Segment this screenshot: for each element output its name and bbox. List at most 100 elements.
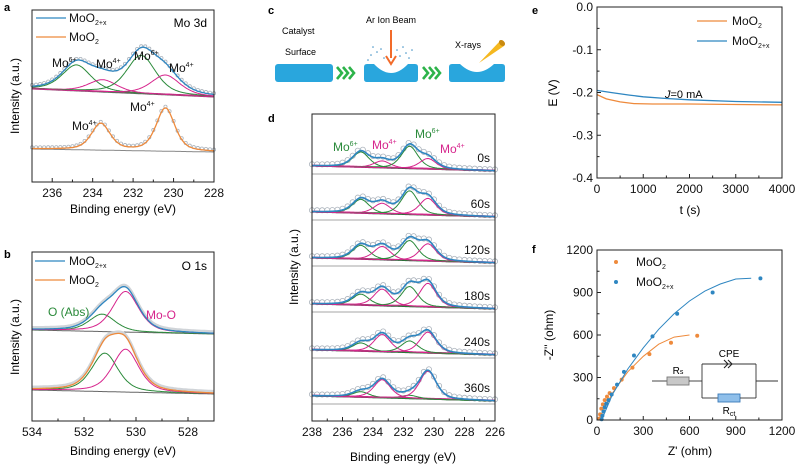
label-xrays: X-rays	[455, 40, 482, 50]
panel-letter-b: b	[4, 249, 11, 261]
data-point	[359, 239, 366, 246]
x-tick-label: 230	[424, 425, 444, 439]
panel-letter-a: a	[4, 2, 11, 14]
peak-label: Mo6+	[333, 140, 358, 154]
data-point	[647, 352, 652, 357]
envelope-fit-line	[32, 285, 214, 334]
annotation-o-abs: O (Abs)	[48, 305, 89, 319]
catalyst-slab-2	[364, 64, 418, 82]
data-point	[599, 406, 604, 411]
data-point	[611, 386, 616, 391]
panel-d-ylabel: Intensity (a.u.)	[287, 229, 301, 305]
label-catalyst: Catalyst	[282, 26, 315, 36]
legend-label: MoO2	[69, 273, 99, 289]
label-ar-ion-beam: Ar Ion Beam	[366, 15, 416, 25]
peak-label: Mo4+	[169, 61, 194, 75]
x-tick-label: 238	[302, 425, 322, 439]
x-tick-label: 0	[594, 182, 601, 196]
panel-b-ylabel: Intensity (a.u.)	[8, 299, 22, 375]
x-tick-label: 1200	[769, 424, 796, 438]
panel-b-xps-o1s: 534 532 530 528 O 1s Binding energy (eV) In…	[8, 251, 215, 458]
envelope-fit-line	[312, 328, 495, 356]
x-tick-label: 236	[332, 425, 352, 439]
y-tick-label: 1200	[566, 243, 593, 257]
x-tick-label: 300	[633, 424, 653, 438]
envelope-fit-line	[312, 186, 496, 218]
x-tick-label: 900	[726, 424, 746, 438]
component-peak-line	[32, 348, 215, 394]
crater-glow	[377, 61, 405, 71]
x-tick-label: 600	[679, 424, 699, 438]
panel-f-xlabel: Z' (ohm)	[668, 444, 712, 458]
legend-marker	[614, 280, 618, 284]
x-tick-label: 1000	[630, 182, 657, 196]
peak-label: Mo6+	[134, 49, 159, 63]
x-tick-label: 2000	[676, 182, 703, 196]
legend-label: MoO2	[636, 255, 666, 271]
legend-label: MoO2+x	[732, 34, 770, 50]
label-surface: Surface	[285, 47, 316, 57]
envelope-fit-line	[312, 235, 495, 264]
x-tick-label: 4000	[769, 182, 796, 196]
time-label: 240s	[464, 335, 490, 349]
data-point	[602, 398, 607, 403]
y-tick-label: 0.0	[576, 0, 593, 14]
data-point	[369, 380, 376, 387]
panel-f-ylabel: -Z'' (ohm)	[542, 310, 556, 361]
panel-b-title: O 1s	[182, 259, 207, 273]
component-peak-line	[31, 74, 215, 97]
data-point	[605, 394, 610, 399]
x-tick-label: 228	[454, 425, 474, 439]
time-label: 120s	[464, 243, 490, 257]
panel-a-title: Mo 3d	[174, 16, 207, 30]
x-tick-label: 232	[393, 425, 413, 439]
panel-d-xlabel: Binding energy (eV)	[350, 450, 456, 464]
data-point	[380, 328, 387, 335]
chevron-arrow-icon	[336, 66, 356, 80]
y-tick-label: 600	[573, 328, 593, 342]
data-point	[415, 146, 422, 153]
x-tick-label: 236	[42, 186, 62, 200]
component-peak-line	[31, 54, 215, 97]
y-tick-label: 300	[573, 371, 593, 385]
panel-a-xlabel: Binding energy (eV)	[70, 202, 176, 216]
data-point	[395, 196, 402, 203]
data-point	[630, 365, 635, 370]
data-point	[609, 392, 614, 397]
data-point	[359, 193, 366, 200]
x-tick-label: 230	[164, 186, 184, 200]
x-tick-label: 226	[485, 425, 505, 439]
peak-label: Mo4+	[130, 100, 155, 114]
panel-e-potential-time: 0 1000 2000 3000 4000 0.0 -0.1 -0.2 -0.3 -0.4 t (…	[546, 0, 796, 217]
panel-letter-c: c	[268, 5, 274, 17]
x-tick-label: 228	[204, 186, 224, 200]
x-tick-label: 0	[594, 424, 601, 438]
x-tick-label: 232	[123, 186, 143, 200]
data-point	[380, 239, 387, 246]
legend-label: MoO2+x	[636, 275, 674, 291]
inset-label-cpe: CPE	[719, 349, 740, 360]
cpe-symbol	[723, 359, 733, 369]
panel-f-nyquist: 0 300 600 900 1200 0 300 600 900 1200 Z' (ohm) -Z…	[542, 243, 796, 458]
x-tick-label: 530	[126, 425, 146, 439]
panel-letter-d: d	[268, 113, 275, 125]
equivalent-circuit-inset	[652, 359, 778, 403]
panel-b-frame	[31, 251, 215, 422]
data-point	[600, 413, 605, 418]
data-point	[410, 382, 417, 389]
time-label: 0s	[477, 151, 490, 165]
x-tick-label: 528	[178, 425, 198, 439]
data-point	[621, 369, 626, 374]
chevron-arrow-icon	[422, 66, 442, 80]
data-point	[601, 409, 606, 414]
data-point	[606, 398, 611, 403]
x-tick-label: 3000	[722, 182, 749, 196]
envelope-fit-line	[312, 369, 495, 402]
data-point	[385, 332, 392, 339]
data-band	[32, 330, 215, 393]
legend-label: MoO2	[69, 30, 99, 46]
x-tick-label: 534	[22, 425, 42, 439]
data-point	[710, 290, 715, 295]
data-point	[430, 155, 437, 162]
